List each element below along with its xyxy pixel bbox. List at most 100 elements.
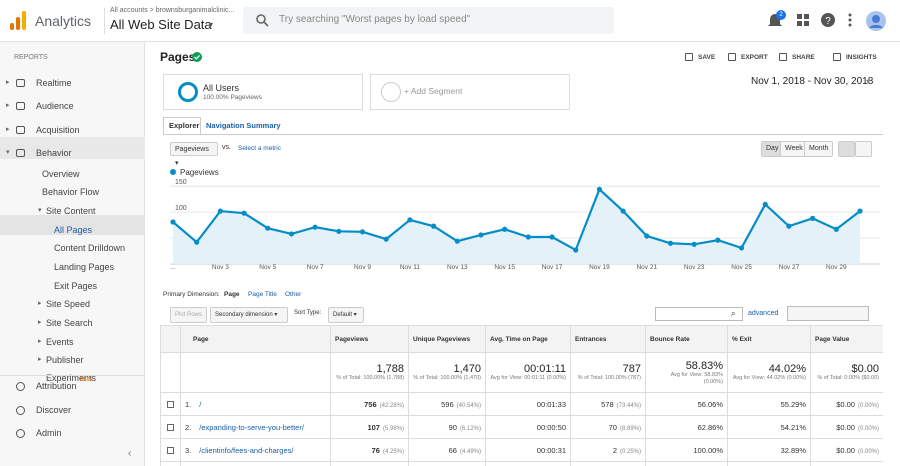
dimension-option[interactable]: Other: [285, 291, 302, 298]
tab[interactable]: Explorer: [169, 121, 200, 130]
sort: Default: [333, 312, 353, 318]
value: 2: [612, 445, 617, 455]
value: 66: [448, 445, 457, 455]
nav-item[interactable]: Landing Pages: [54, 262, 115, 272]
primary-label: Primary Dimension:: [163, 291, 220, 298]
value-cell: 578 (73.44%): [570, 392, 646, 416]
column-header[interactable]: % Exit: [727, 325, 811, 353]
page-link[interactable]: /clientinfo/fees-and-charges/: [199, 445, 294, 455]
segment-card[interactable]: [163, 74, 363, 110]
action[interactable]: SAVE: [698, 54, 716, 61]
nav-item[interactable]: Content Drilldown: [54, 243, 126, 253]
primary: Page: [224, 291, 240, 298]
nav-item[interactable]: Behavior Flow: [42, 187, 100, 197]
metric-select[interactable]: Pageviews ▾: [170, 142, 218, 167]
value-cell: 23(2.92%): [570, 461, 646, 466]
nav-item[interactable]: Audience: [36, 101, 74, 111]
advanced[interactable]: advanced: [748, 310, 779, 317]
add-segment[interactable]: + Add Segment: [404, 86, 463, 96]
data-table: Page Pageviews Unique Pageviews Avg. Time o…: [160, 325, 883, 466]
plot-rows[interactable]: Plot Rows: [170, 307, 208, 323]
total-cell: $0.00% of Total: 0.00% ($0.00): [810, 352, 883, 393]
apps[interactable]: [797, 14, 809, 26]
percent: (8.89%): [619, 425, 641, 432]
totals-row: 1,788% of Total: 100.00% (1,788) 1,470% o…: [160, 352, 883, 393]
nav-item[interactable]: Discover: [36, 405, 72, 415]
column-header[interactable]: Avg. Time on Page: [485, 325, 571, 353]
x-tick-label: Nov 13: [447, 264, 468, 271]
secondary-dimension[interactable]: Secondary dimension ▾: [210, 307, 288, 323]
granularity[interactable]: Month: [804, 141, 834, 157]
breadcrumb[interactable]: All accounts > brownsburganimalclinic...: [110, 7, 235, 14]
column-header[interactable]: Pageviews: [330, 325, 409, 353]
point: [715, 237, 721, 243]
nav-item[interactable]: Publisher: [46, 355, 84, 365]
chart-type[interactable]: [838, 141, 855, 157]
checkbox-cell: [160, 392, 181, 416]
chart-type[interactable]: [855, 141, 872, 157]
total-cell: 787% of Total: 100.00% (787): [570, 352, 646, 393]
nav-item[interactable]: Realtime: [36, 78, 72, 88]
table-search[interactable]: [655, 307, 743, 321]
page-cell: 4./about/clinic-expansion-and-renov: [180, 461, 331, 466]
column-header[interactable]: Entrances: [570, 325, 646, 353]
nav-item[interactable]: Experiments: [46, 373, 97, 383]
dimension-option[interactable]: Page Title: [248, 291, 277, 298]
total-value: $0.00: [851, 363, 879, 375]
point: [288, 231, 295, 237]
point: [336, 228, 342, 234]
nav-item[interactable]: Behavior: [36, 148, 72, 158]
nav-item[interactable]: Site Content: [46, 206, 96, 216]
action[interactable]: SHARE: [792, 54, 815, 61]
value: 596: [441, 399, 454, 409]
search-icon: [256, 14, 269, 27]
property[interactable]: All Web Site Data: [110, 17, 212, 32]
add-segment-card[interactable]: [370, 74, 570, 110]
value: 00:01:33: [536, 399, 566, 409]
avatar[interactable]: [866, 11, 886, 31]
table-row: 4./about/clinic-expansion-and-renov75(4.…: [160, 461, 883, 466]
page-link[interactable]: /: [199, 399, 202, 409]
total-note: % of Total: 100.00% (1,470): [413, 375, 481, 381]
tab[interactable]: Navigation Summary: [206, 121, 281, 130]
date-range[interactable]: Nov 1, 2018 - Nov 30, 2018: [751, 76, 874, 87]
menu[interactable]: [848, 13, 852, 27]
view-toggles[interactable]: [787, 306, 869, 321]
help[interactable]: ?: [821, 13, 835, 27]
percent: (0.00%): [857, 448, 879, 455]
header-row: Page Pageviews Unique Pageviews Avg. Time o…: [160, 325, 883, 353]
point: [762, 201, 768, 207]
nav-item[interactable]: All Pages: [54, 225, 93, 235]
row-index: 3.: [185, 445, 192, 455]
point: [573, 247, 579, 253]
checkbox-cell: [160, 461, 181, 466]
search-box[interactable]: [243, 7, 614, 34]
total-note: % of Total: 100.00% (1,788): [336, 375, 404, 381]
nav-item[interactable]: Exit Pages: [54, 281, 98, 291]
action[interactable]: EXPORT: [741, 54, 768, 61]
page-link[interactable]: /expanding-to-serve-you-better/: [199, 422, 304, 432]
column-header[interactable]: Bounce Rate: [645, 325, 728, 353]
value-cell: 32.89%: [727, 438, 811, 462]
nav-item[interactable]: Site Speed: [46, 299, 91, 309]
nav-item[interactable]: Site Search: [46, 318, 93, 328]
point: [454, 238, 460, 244]
nav-item[interactable]: Acquisition: [36, 125, 80, 135]
nav-item[interactable]: Attribution: [36, 381, 77, 391]
nav-item[interactable]: Events: [46, 337, 74, 347]
value-cell: 55.29%: [727, 392, 811, 416]
value: 90: [448, 422, 457, 432]
value-cell: 56.00%: [727, 461, 811, 466]
sort-select[interactable]: Default ▾: [328, 307, 364, 323]
column-header[interactable]: Page Value: [810, 325, 883, 353]
section-label: REPORTS: [14, 54, 48, 61]
select-metric[interactable]: Select a metric: [238, 145, 281, 152]
nav-item[interactable]: Overview: [42, 169, 80, 179]
column-header[interactable]: Unique Pageviews: [408, 325, 486, 353]
percent: (5.98%): [382, 425, 404, 432]
action[interactable]: INSIGHTS: [846, 54, 877, 61]
nav-item[interactable]: Admin: [36, 428, 62, 438]
column-header[interactable]: Page: [180, 325, 331, 353]
point: [549, 234, 555, 240]
x-tick-label: Nov 21: [636, 264, 657, 271]
